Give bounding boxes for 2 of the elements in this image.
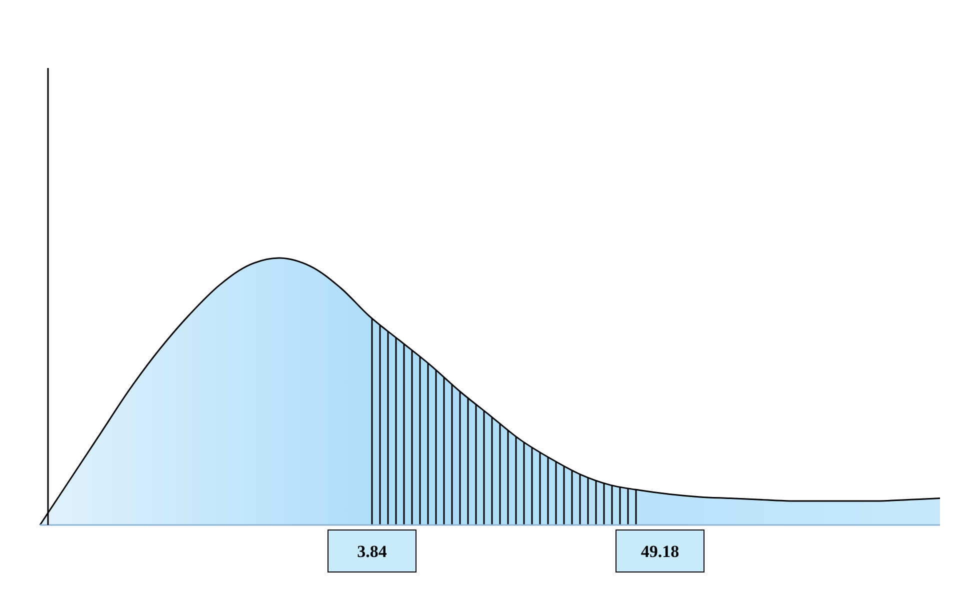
text: 3.84 (357, 542, 388, 561)
text: 49.18 (640, 542, 680, 561)
